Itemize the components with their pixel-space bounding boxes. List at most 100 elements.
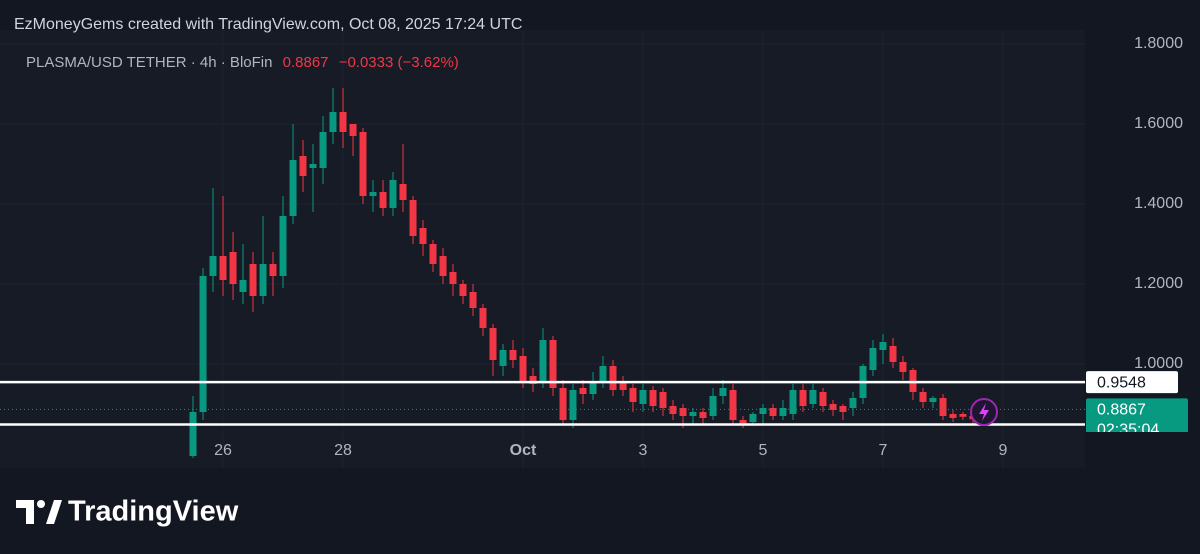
x-tick-label: 5 [759, 442, 768, 459]
candle-body [499, 350, 507, 366]
candle-body [739, 420, 747, 424]
candle-body [459, 284, 467, 296]
candle-body [589, 382, 597, 394]
candle-body [409, 200, 417, 236]
candle-body [889, 346, 897, 362]
candle-body [319, 132, 327, 168]
candle-body [899, 362, 907, 372]
x-tick-label: 26 [214, 442, 232, 459]
candle-body [929, 398, 937, 402]
axes: 1.0000 1.2000 1.4000 1.6000 1.8000 26 28 Oct 3 5 7… [214, 35, 1188, 459]
candle-body [359, 132, 367, 196]
candle-body [759, 408, 767, 414]
candle-body [619, 382, 627, 390]
candle-body [349, 124, 357, 136]
y-tick-label: 1.8000 [1134, 35, 1183, 52]
legend-change: −0.0333 (−3.62%) [339, 54, 459, 71]
candle-body [249, 264, 257, 296]
brand-logo: TradingView [16, 496, 239, 528]
candle-body [829, 404, 837, 410]
attribution: EzMoneyGems created with TradingView.com… [14, 16, 522, 33]
candle-body [189, 412, 197, 456]
candle-body [419, 228, 427, 244]
candle-body [609, 366, 617, 390]
candle-body [789, 390, 797, 414]
candle-body [849, 398, 857, 408]
candle-body [819, 392, 827, 406]
brand-name: TradingView [68, 496, 239, 528]
candle-body [489, 328, 497, 360]
candle-body [209, 256, 217, 276]
candle-body [239, 280, 247, 292]
candle-body [269, 264, 277, 276]
x-tick-label: 28 [334, 442, 352, 459]
x-tick-label: Oct [510, 442, 537, 459]
candle-body [549, 340, 557, 388]
candle-body [949, 414, 957, 418]
candle-body [219, 256, 227, 280]
candle-body [229, 252, 237, 284]
candle-body [389, 180, 397, 208]
candle-body [799, 390, 807, 406]
candle-body [709, 396, 717, 416]
candle-body [729, 390, 737, 420]
candle-body [649, 390, 657, 406]
candle-body [629, 388, 637, 402]
candle-body [809, 390, 817, 404]
candle-body [689, 412, 697, 416]
last-price-tag [1086, 398, 1188, 432]
price-line-tag [1086, 371, 1178, 394]
candle-body [579, 388, 587, 394]
candle-body [639, 390, 647, 404]
candle-body [339, 112, 347, 132]
x-tick-label: 9 [999, 442, 1008, 459]
candle-body [519, 356, 527, 382]
y-tick-label: 1.6000 [1134, 115, 1183, 132]
candle-body [699, 412, 707, 418]
candle-body [869, 348, 877, 370]
candle-body [559, 388, 567, 420]
x-tick-label: 3 [639, 442, 648, 459]
candle-body [529, 376, 537, 384]
candle-body [919, 392, 927, 402]
candle-body [469, 292, 477, 308]
grid [0, 30, 1085, 468]
candle-body [879, 342, 887, 350]
candle-body [679, 408, 687, 416]
y-tick-label: 1.0000 [1134, 355, 1183, 372]
candle-body [299, 156, 307, 176]
candle-body [599, 366, 607, 382]
candle-body [309, 164, 317, 168]
legend: PLASMA/USD TETHER · 4h · BloFin 0.8867 −… [26, 54, 459, 71]
lightning-icon [970, 398, 998, 426]
y-tick-label: 1.2000 [1134, 275, 1183, 292]
candle-body [439, 256, 447, 276]
candle-body [429, 244, 437, 264]
candle-body [939, 398, 947, 416]
candles [189, 88, 987, 458]
price-line-label: 0.9548 [1097, 374, 1146, 391]
candle-body [329, 112, 337, 132]
candle-body [569, 390, 577, 420]
candle-body [539, 340, 547, 382]
candle-body [279, 216, 287, 276]
last-price-label: 0.8867 [1097, 402, 1146, 419]
countdown-label: 02:35:04 [1097, 422, 1159, 439]
candle-body [839, 406, 847, 412]
candle-body [369, 192, 377, 196]
candle-body [449, 272, 457, 284]
candle-body [199, 276, 207, 412]
candle-body [259, 264, 267, 296]
legend-price: 0.8867 [283, 54, 329, 71]
candle-body [289, 160, 297, 216]
plot-area [0, 30, 1085, 468]
y-tick-label: 1.4000 [1134, 195, 1183, 212]
x-tick-label: 7 [879, 442, 888, 459]
price-lines [0, 380, 1085, 426]
candle-body [379, 192, 387, 208]
candle-body [659, 392, 667, 408]
candle-body [749, 414, 757, 422]
symbol-title: PLASMA/USD TETHER · 4h · BloFin [26, 54, 272, 71]
